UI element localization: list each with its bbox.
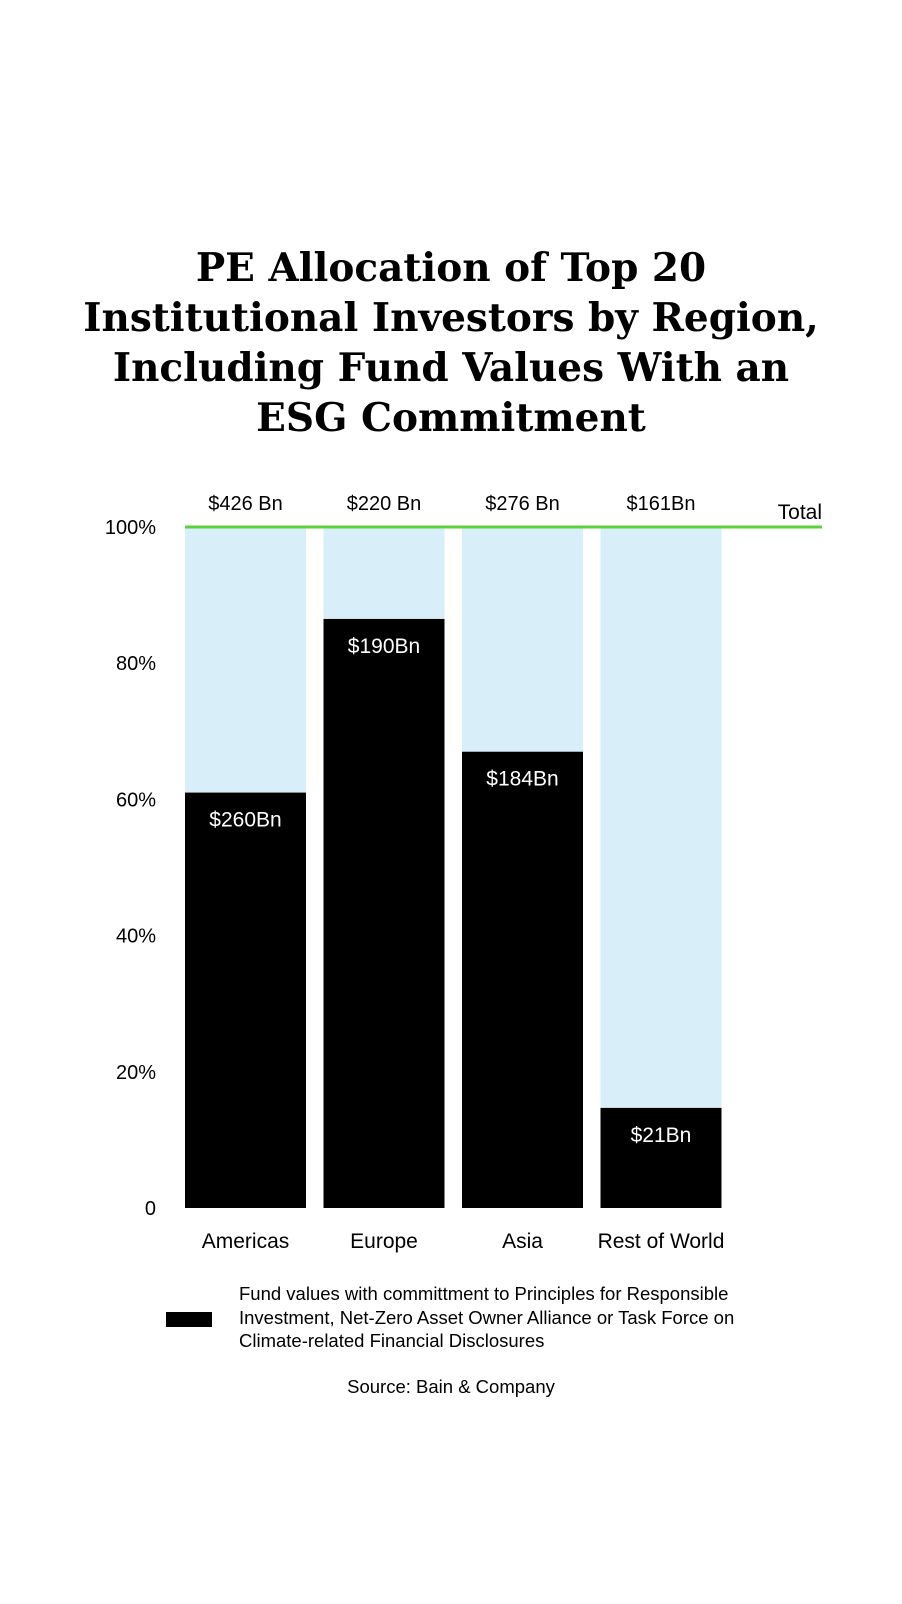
title-line: Including Fund Values With an: [112, 345, 790, 391]
category-label: Americas: [202, 1230, 290, 1253]
esg-value-label: $260Bn: [209, 809, 281, 832]
bar-remainder-0: [185, 527, 306, 793]
bar-remainder-3: [600, 527, 722, 1108]
total-value-label: $426 Bn: [208, 493, 283, 515]
y-tick-label: 20%: [116, 1062, 156, 1084]
category-label: Europe: [350, 1230, 418, 1253]
y-tick-label: 100%: [105, 517, 156, 539]
y-tick-label: 60%: [116, 789, 156, 811]
title-line: PE Allocation of Top 20: [195, 245, 707, 291]
chart-title: PE Allocation of Top 20 Institutional In…: [0, 243, 902, 443]
y-tick-label: 0: [145, 1198, 156, 1220]
stacked-bar-chart: $260Bn $426 Bn Americas $190Bn $220 Bn Europe…: [105, 493, 822, 1253]
total-value-label: $161Bn: [627, 493, 696, 515]
title-line: Institutional Investors by Region,: [83, 295, 819, 341]
total-value-label: $276 Bn: [485, 493, 560, 515]
bar-esg-2: [462, 751, 583, 1208]
esg-value-label: $21Bn: [631, 1124, 692, 1147]
total-value-label: $220 Bn: [347, 493, 422, 515]
esg-value-label: $184Bn: [486, 768, 558, 791]
source-note: Source: Bain & Company: [347, 1376, 555, 1397]
esg-value-label: $190Bn: [348, 635, 420, 658]
bar-esg-3: [600, 1107, 722, 1208]
category-label: Asia: [502, 1230, 543, 1253]
title-line: ESG Commitment: [256, 395, 646, 441]
bar-esg-0: [185, 792, 306, 1208]
y-tick-label: 80%: [116, 653, 156, 675]
legend-label-esg: Fund values with committment to Principl…: [239, 1283, 735, 1351]
bar-remainder-2: [462, 527, 583, 752]
y-tick-label: 40%: [116, 926, 156, 948]
total-line-label: Total: [778, 501, 822, 524]
category-label: Rest of World: [598, 1230, 725, 1253]
bar-remainder-1: [323, 527, 445, 619]
legend-swatch-esg: [166, 1312, 212, 1327]
bar-esg-1: [323, 618, 445, 1208]
